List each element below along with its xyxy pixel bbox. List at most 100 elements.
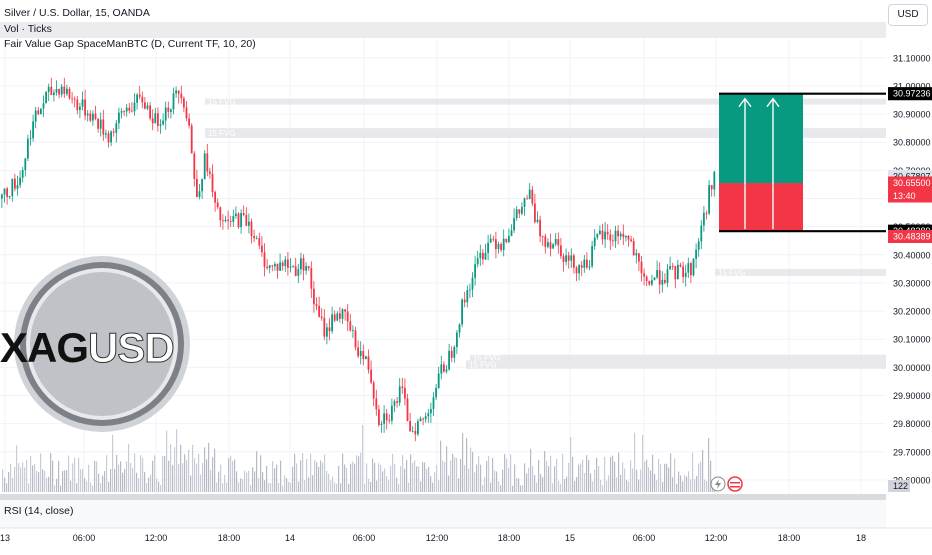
candle-body [554,239,557,245]
rsi-indicator-label[interactable]: RSI (14, close) [4,505,74,517]
currency-button[interactable]: USD [888,4,928,26]
volume-bar [142,457,144,492]
volume-bar [384,468,386,492]
candle-body [229,220,232,222]
volume-bar [362,424,364,492]
candle-body [557,239,560,246]
volume-bar [678,471,680,492]
candle-body [203,153,206,180]
candle-body [305,266,307,271]
volume-bar [42,469,44,492]
volume-bar [484,477,486,492]
volume-bar [440,440,442,492]
volume-bar [492,458,494,492]
candle-body [461,299,463,325]
candle-body [328,327,331,332]
candle-body [313,288,315,305]
volume-bar [596,457,598,492]
volume-bar [106,455,108,492]
volume-bar [572,456,574,492]
volume-bar [510,454,512,492]
candle-body [240,213,242,228]
volume-bar [254,471,256,492]
candle-body [575,267,578,274]
price-tick-label: 30.30000 [893,278,931,288]
candle-body [682,266,684,278]
candle-body [232,216,235,222]
volume-bar [326,471,328,492]
time-axis-bg [0,528,932,550]
volume-bar [284,475,286,492]
volume-bar [558,480,560,492]
candle-body [414,430,417,435]
volume-bar [266,465,268,492]
candle-body [242,213,245,215]
volume-bar [354,463,356,492]
volume-bar [8,472,10,492]
volume-bar [300,460,302,492]
volume-bar [64,470,66,492]
volume-indicator-label[interactable]: Vol · Ticks [4,22,52,35]
candle-body [47,86,50,92]
candle-body [487,242,489,253]
candle-body [42,103,45,109]
volume-bar [562,454,564,492]
long-position-tool [719,92,886,233]
volume-bar [448,475,450,492]
candle-body [300,258,302,270]
candle-body [349,321,352,331]
volume-bar [394,463,396,492]
candle-body [341,309,344,319]
volume-bar [634,432,636,492]
candle-body [94,113,97,119]
volume-bar [698,463,700,492]
candle-body [456,332,458,348]
volume-bar [336,483,338,492]
candle-body [658,270,661,285]
candle-body [29,138,32,139]
candle-body [45,91,47,104]
price-tick-label: 30.20000 [893,307,931,317]
volume-bar [564,479,566,492]
candle-body [227,219,229,221]
candle-body [151,118,154,124]
volume-bar [522,485,524,492]
price-label-bg [888,176,932,203]
candle-body [703,212,705,226]
volume-bar [236,471,238,492]
flash-icon-bolt [715,479,721,489]
candle-body [146,105,149,109]
volume-bar [352,461,354,492]
volume-bar [494,470,496,492]
candle-body [448,350,450,370]
volume-bar [210,469,212,492]
candle-body [6,188,8,197]
fvg-zone [205,128,886,138]
candle-body [367,356,370,370]
candle-body [664,279,666,283]
volume-bar [44,470,46,492]
volume-bar [176,429,178,492]
volume-bar [74,457,76,492]
volume-bar [148,477,150,492]
volume-bar [252,467,254,492]
candle-body [510,230,513,236]
symbol-title[interactable]: Silver / U.S. Dollar, 15, OANDA [4,7,150,19]
volume-bar [72,463,74,492]
volume-bar [54,485,56,492]
rsi-pane [0,500,886,528]
volume-bar [500,485,502,492]
candle-body [521,206,523,214]
chart-legend: Silver / U.S. Dollar, 15, OANDA Vol · Ti… [4,6,256,53]
candle-body [284,259,287,267]
fvg-indicator-label[interactable]: Fair Value Gap SpaceManBTC (D, Current T… [4,38,256,50]
candle-body [463,299,466,303]
candle-body [68,88,71,99]
candle-body [255,238,258,239]
candle-body [601,230,604,240]
volume-bar [88,464,90,492]
volume-bar [602,485,604,492]
